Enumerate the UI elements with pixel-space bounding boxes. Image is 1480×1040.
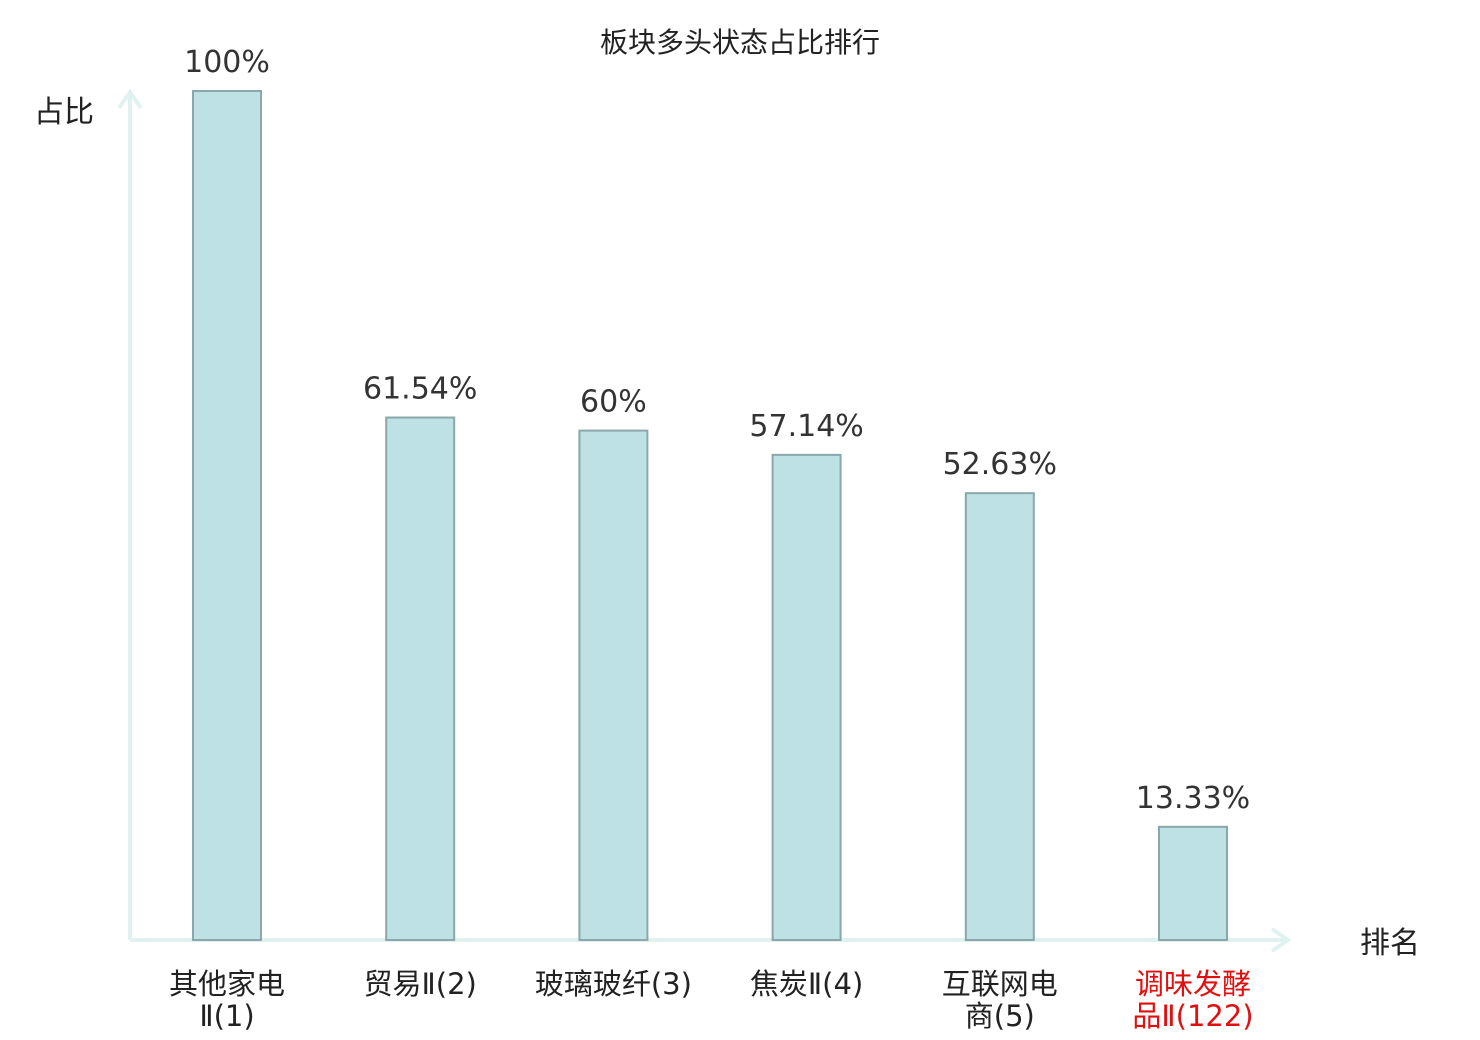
value-label-4: 57.14%	[749, 409, 863, 444]
x-tick-labels: 其他家电 Ⅱ(1) 贸易Ⅱ(2) 玻璃玻纤(3) 焦炭Ⅱ(4) 互联网电商(5) 调味发酵品…	[169, 967, 1254, 1033]
x-axis-label: 排名	[1360, 926, 1420, 961]
value-label-1: 100%	[184, 45, 270, 80]
x-tick-label-line: 互联网电	[942, 967, 1058, 1001]
x-tick-label-line: 调味发酵	[1135, 967, 1251, 1001]
chart-title: 板块多头状态占比排行	[600, 26, 880, 59]
value-label-2: 61.54%	[363, 372, 477, 407]
value-label-3: 60%	[580, 385, 647, 420]
bar-4	[771, 453, 842, 941]
value-labels: 100% 61.54% 60% 57.14% 52.63% 13.33%	[184, 45, 1250, 816]
bar-6	[1158, 825, 1228, 942]
x-tick-label-line: 焦炭Ⅱ(4)	[750, 967, 863, 1001]
x-tick-label-line: 贸易Ⅱ(2)	[364, 967, 477, 1001]
x-tick-label-line: 其他家电	[169, 967, 285, 1001]
bar-3	[578, 429, 649, 941]
bar-1	[192, 90, 262, 941]
x-tick-label-line: 商(5)	[965, 999, 1035, 1033]
x-tick-label-line: 品Ⅱ(122)	[1132, 999, 1253, 1033]
x-tick-label-3: 玻璃玻纤(3)	[535, 967, 692, 1001]
value-label-6: 13.33%	[1136, 781, 1250, 816]
y-axis-label: 占比	[34, 95, 94, 130]
x-tick-label-6: 调味发酵品Ⅱ(122)	[1132, 967, 1253, 1033]
bar-2	[385, 416, 456, 941]
bar-series	[192, 90, 1228, 942]
x-tick-label-line: 玻璃玻纤(3)	[535, 967, 692, 1001]
x-axis	[130, 927, 1292, 953]
bar-5	[964, 492, 1035, 941]
y-axis	[117, 88, 143, 940]
value-label-5: 52.63%	[943, 447, 1057, 482]
x-tick-label-4: 焦炭Ⅱ(4)	[750, 967, 863, 1001]
x-tick-label-1: 其他家电 Ⅱ(1)	[169, 967, 285, 1033]
x-tick-label-2: 贸易Ⅱ(2)	[364, 967, 477, 1001]
x-tick-label-line: Ⅱ(1)	[199, 999, 254, 1033]
x-tick-label-5: 互联网电商(5)	[942, 967, 1058, 1033]
